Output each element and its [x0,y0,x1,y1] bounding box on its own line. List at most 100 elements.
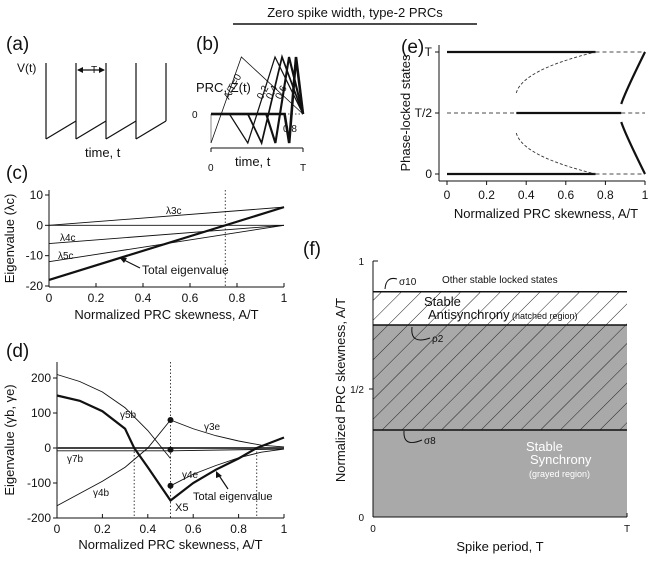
a-xlabel: time, t [85,145,121,160]
e-x-tick-label: 0.2 [478,188,495,202]
d-x-tick-label: 0.2 [94,522,111,536]
f-y-tick-label: 0 [358,513,364,524]
e-x-tick-label: 0 [444,188,451,202]
d-annot-g5b: γ5b [120,410,137,421]
c-annot-l5c: λ5c [58,251,74,262]
e-y-label: Phase-locked states [398,54,413,172]
c-y-tick-label: 10 [30,188,44,202]
e-unstable-branch-upper [515,51,596,94]
c-series-line [48,206,285,226]
panel-a: V(t) time, t T [17,61,167,160]
d-x-tick-label: 0.8 [230,522,247,536]
a-ramp [75,120,107,140]
c-annot-l3c: λ3c [166,206,182,217]
panel-label-d: (d) [6,341,29,362]
e-x-tick-label: 0.6 [557,188,574,202]
d-annot-total: Total eigenvalue [193,491,273,503]
d-marker [167,417,174,423]
e-x-tick-label: 0.8 [597,188,614,202]
d-x-tick-label: 0.6 [185,522,202,536]
c-y-label: Eigenvalue (λc) [2,194,17,284]
a-arrow-left [77,67,83,73]
d-y-tick-label: 0 [44,441,51,455]
c-annot-total: Total eigenvalue [142,263,229,277]
f-annot-arrow [384,278,398,290]
e-y-tick-label: T [425,45,433,59]
f-text-sync1: Stable [526,439,563,454]
f-text-anti2: Antisynchrony [428,307,510,322]
d-x-tick-label: 1 [281,522,288,536]
b-xlabel: time, t [235,154,271,169]
e-x-tick-label: 0.4 [518,188,535,202]
d-x-tick-label: 0 [54,522,61,536]
panel-label-b: (b) [196,34,219,55]
b-curve-label: 0.6 [274,84,290,102]
d-series-line [56,374,171,459]
e-y-tick-label: 0 [425,167,432,181]
c-y-tick-label: -10 [26,249,44,263]
d-x-label: Normalized PRC skewness, A/T [78,537,262,552]
f-text-anti1: Stable [424,294,461,309]
a-ramp [105,120,137,140]
panel-label-e: (e) [401,37,424,58]
c-x-label: Normalized PRC skewness, A/T [74,307,258,322]
e-other-locked-upper [620,51,646,105]
c-x-tick-label: 0.6 [182,291,199,305]
d-annot-x5: X5 [175,502,188,514]
e-other-locked-lower [620,121,646,175]
f-y-tick-label: 1/2 [350,385,364,396]
c-series-line [48,206,285,281]
d-y-tick-label: -200 [27,511,51,525]
b-prc-curve [211,56,305,144]
f-hatched-region [373,291,627,430]
b-curve-label: 0.8 [283,124,297,135]
e-unstable-branch-lower [515,132,596,175]
a-ramp [135,120,167,140]
d-y-tick-label: 100 [31,406,51,420]
panel-b: PRC, Z(t) 0 time, t 0 T A/T=0 0.20.40.60.… [192,54,306,174]
c-arrow-head [119,257,127,263]
b-xtick-T: T [300,163,306,174]
f-x-label: Spike period, T [456,539,543,554]
d-marker [167,482,174,489]
f-text-other: Other stable locked states [442,275,558,286]
panel-label-a: (a) [6,34,29,55]
f-text-anti-note: (hatched region) [512,311,578,321]
e-y-tick-label: T/2 [415,106,433,120]
d-series-line [170,448,285,487]
d-annot-g7b: γ7b [67,454,84,465]
d-y-label: Eigenvalue (γb, γe) [2,384,17,495]
a-ramp [45,120,77,140]
c-x-tick-label: 0.8 [229,291,246,305]
panel-d: 0 0.2 0.4 0.6 0.8 1 200 100 0 -100 -200 Normalized … [2,362,288,552]
panel-f: 1 1/2 00 T Spike period, T Normalized PRC ske… [333,257,630,554]
panel-c: 0 0.2 0.4 0.6 0.8 1 10 0 -10 -20 Normalized PRC sk… [2,188,288,322]
b-ylabel: PRC, Z(t) [196,80,251,95]
panel-label-c: (c) [6,163,28,184]
d-arrow-head [216,471,222,478]
f-y-label: Normalized PRC skewness, A/T [333,298,348,482]
f-x-tick-label: T [624,524,630,535]
d-annot-g4b: γ4b [93,488,110,499]
a-ylabel: V(t) [17,61,36,75]
f-text-sync-note: (grayed region) [529,469,590,479]
c-annot-l4c: λ4c [60,233,76,244]
c-x-tick-label: 0.2 [88,291,105,305]
d-series-line [56,419,171,507]
f-y-tick-label: 1 [358,257,364,268]
e-x-tick-label: 1 [642,188,649,202]
c-x-tick-label: 0 [46,291,53,305]
figure-title: Zero spike width, type-2 PRCs [267,5,443,20]
f-annot-arrow [403,430,423,443]
b-zero-label: 0 [192,110,198,121]
f-annot-arrow [411,326,431,341]
d-y-tick-label: -100 [27,476,51,490]
d-annot-g4e: γ4e [182,470,199,481]
f-text-sync2: Synchrony [530,452,592,467]
c-y-tick-label: 0 [36,218,43,232]
f-x-tick-label: 0 [370,524,376,535]
e-x-label: Normalized PRC skewness, A/T [454,206,638,221]
d-x-tick-label: 0.4 [139,522,156,536]
d-annot-g3e: γ3e [204,422,221,433]
